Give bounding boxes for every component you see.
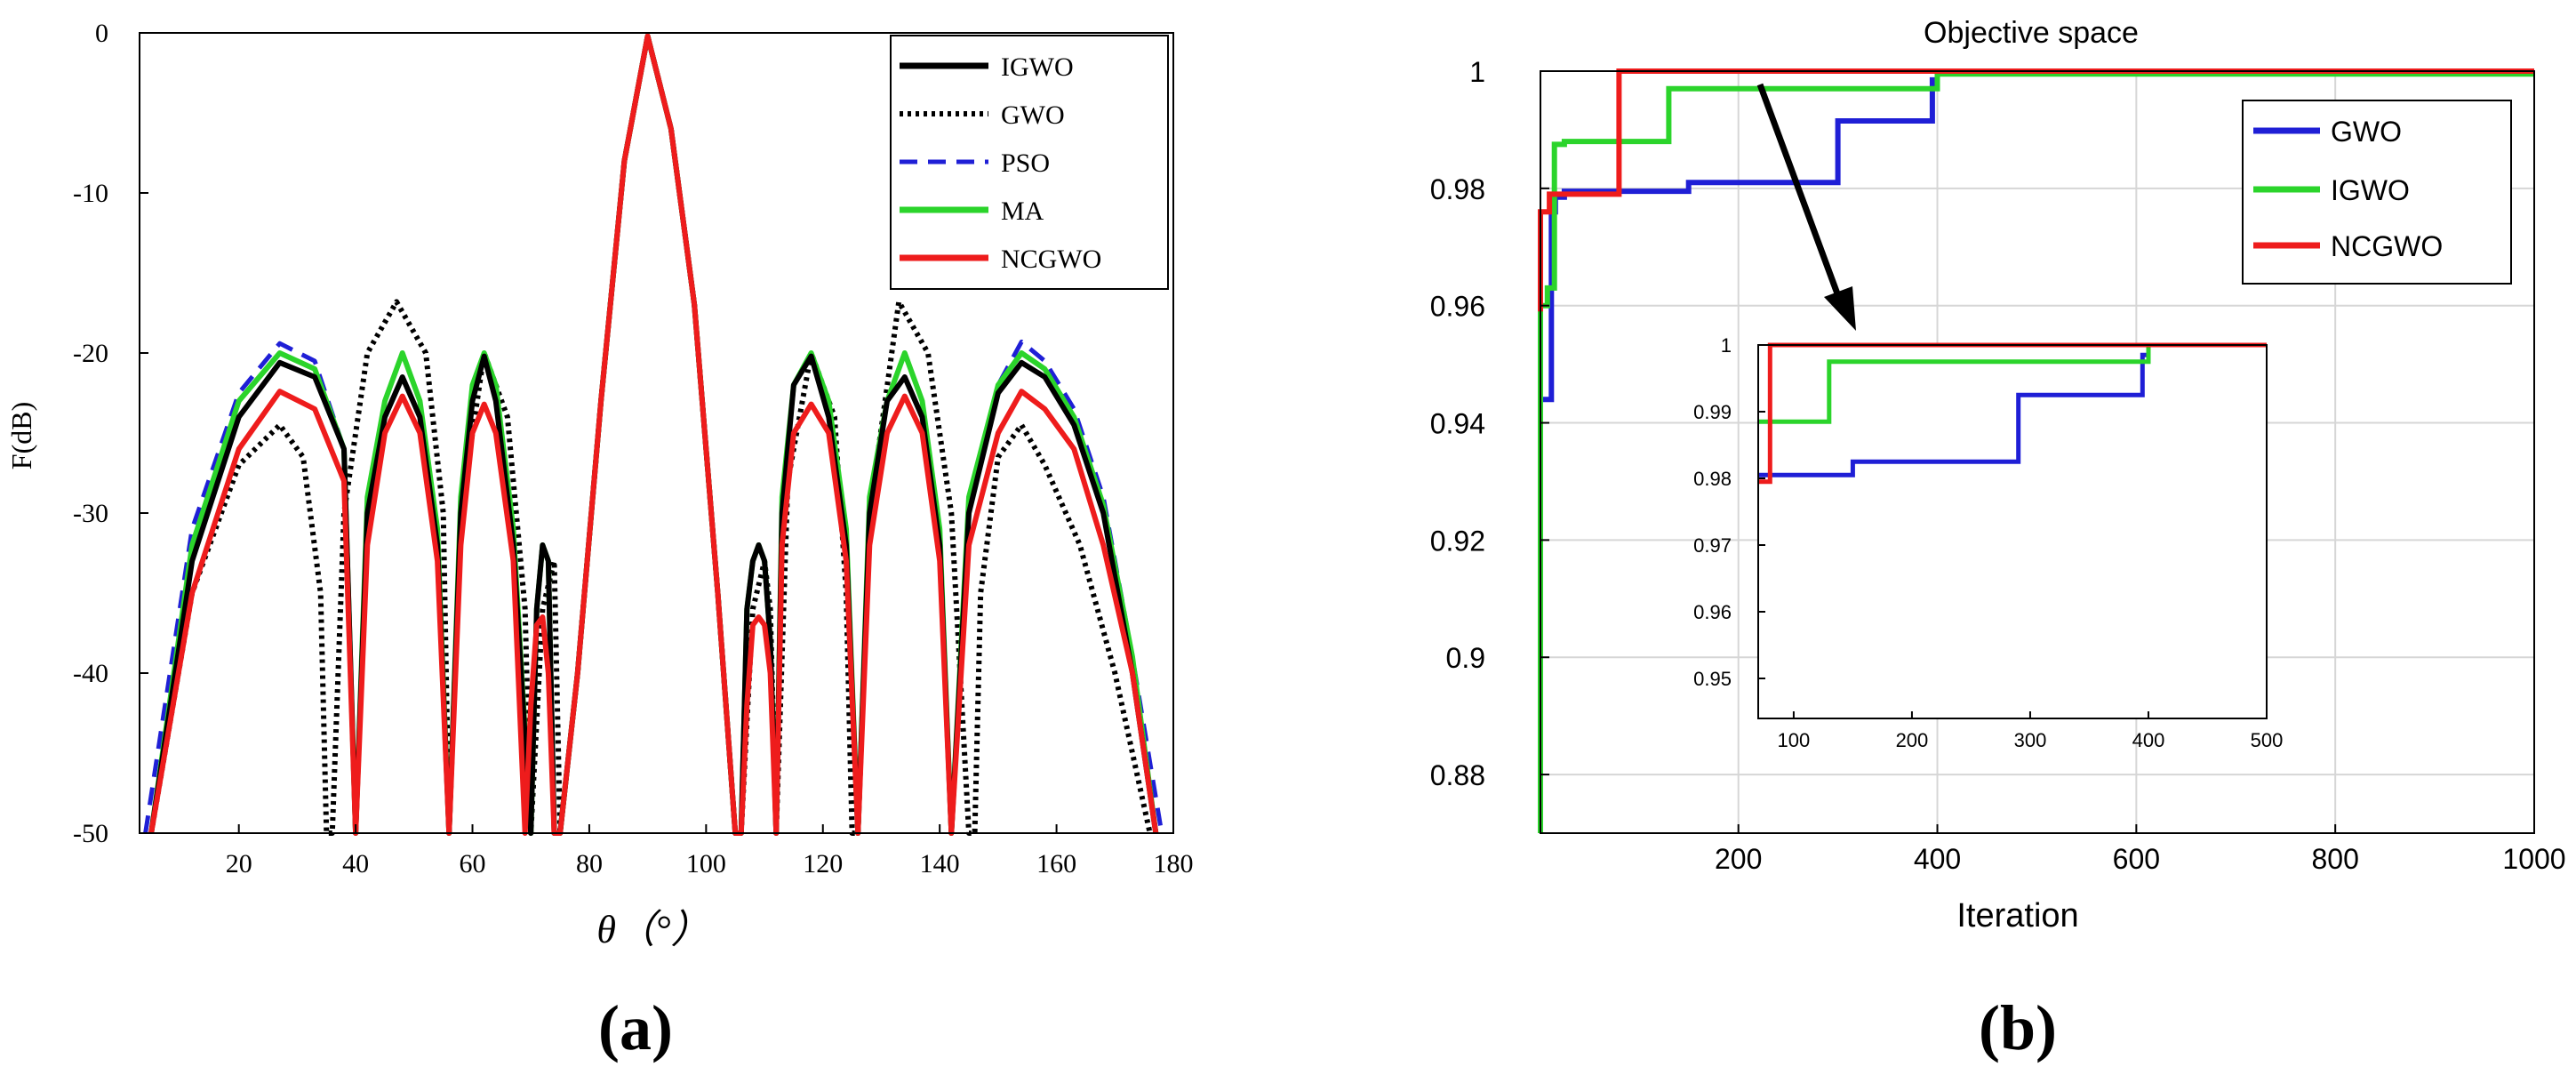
- chart-b-series-ncgwo: [1538, 68, 2534, 312]
- chart-a-xlabel: θ（°）: [596, 908, 709, 951]
- chart-b-inset-xtick-label: 200: [1896, 729, 1929, 751]
- chart-b-xlabel: Iteration: [1956, 897, 2078, 935]
- chart-b-inset-ytick-label: 0.95: [1693, 668, 1732, 690]
- chart-b-inset-xtick-label: 400: [2132, 729, 2165, 751]
- chart-a-xtick-label: 80: [576, 849, 603, 878]
- chart-b-series-gwo: [1538, 68, 2534, 534]
- chart-a-xtick-label: 20: [226, 849, 252, 878]
- chart-a-series-gwo: [148, 33, 1153, 836]
- chart-b-legend: GWO IGWO NCGWO: [2242, 100, 2512, 285]
- zoom-arrow-shaft: [1756, 83, 1842, 298]
- chart-a-xtick-label: 120: [803, 849, 843, 878]
- chart-a-xtick-label: 180: [1154, 849, 1194, 878]
- chart-a-panel-label: (a): [598, 992, 673, 1063]
- chart-b-inset-xtick-label: 500: [2251, 729, 2284, 751]
- chart-b-xtick-label: 600: [2113, 843, 2160, 875]
- chart-a-ytick-label: -30: [73, 499, 108, 528]
- chart-b-xtick-label: 1000: [2502, 843, 2565, 875]
- chart-b-inset: 100 200 300 400 500 1 0.99 0.98 0.97 0.96 0.95: [1693, 334, 2283, 751]
- chart-a-ytick-label: 0: [95, 19, 108, 48]
- chart-a-ytick-label: -50: [73, 819, 108, 848]
- chart-b-inset-xtick-label: 100: [1778, 729, 1811, 751]
- chart-a-plot-frame: [139, 32, 1174, 834]
- chart-b-inset-ytick-label: 0.99: [1693, 401, 1732, 423]
- chart-a: 20 40 60 80 100 120 140 160 1800-10-20-30-40-50 …: [5, 19, 1194, 1063]
- chart-a-legend-label-igwo: IGWO: [1001, 52, 1074, 82]
- chart-b-ytick-label: 0.96: [1430, 291, 1485, 323]
- chart-b-ytick-label: 1: [1469, 56, 1485, 88]
- chart-a-ylabel: F(dB): [5, 402, 37, 469]
- chart-b-inset-ytick-label: 0.96: [1693, 601, 1732, 623]
- chart-b-legend-label-igwo: IGWO: [2331, 174, 2410, 206]
- chart-a-xtick-label: 40: [342, 849, 369, 878]
- chart-a-legend-label-ma: MA: [1001, 197, 1044, 226]
- chart-a-xtick-label: 160: [1036, 849, 1076, 878]
- chart-b-legend-label-gwo: GWO: [2331, 116, 2402, 148]
- chart-b-ticks: 200 400 600 800 1000 1 0.98 0.96 0.94 0.92 0.9 0.88: [1430, 56, 2566, 875]
- chart-b-xtick-label: 200: [1715, 843, 1762, 875]
- chart-b-inset-xtick-label: 300: [2014, 729, 2047, 751]
- chart-b-inset-ytick-label: 0.98: [1693, 468, 1732, 490]
- chart-b-xtick-label: 800: [2311, 843, 2358, 875]
- chart-b-ytick-label: 0.9: [1446, 642, 1485, 674]
- chart-b-inset-ticks: 100 200 300 400 500 1 0.99 0.98 0.97 0.96 0.95: [1693, 334, 2283, 751]
- chart-a-xtick-label: 100: [686, 849, 726, 878]
- chart-b-plot-frame: [1540, 70, 2535, 834]
- chart-a-legend-label-ncgwo: NCGWO: [1001, 245, 1101, 274]
- zoom-arrow-head: [1824, 286, 1856, 331]
- chart-a-series-ncgwo: [148, 33, 1159, 836]
- chart-a-legend-label-gwo: GWO: [1001, 100, 1065, 130]
- chart-b-ytick-label: 0.88: [1430, 759, 1485, 791]
- zoom-arrow: [1756, 83, 1856, 331]
- chart-b: 200 400 600 800 1000 1 0.98 0.96 0.94 0.92 0.9 0.88…: [1430, 16, 2566, 1063]
- chart-a-legend: IGWO GWO PSO MA NCGWO: [890, 35, 1169, 290]
- chart-a-ticks: 20 40 60 80 100 120 140 160 180 0 -10 -20 -30 -40 -50: [73, 19, 1194, 878]
- chart-b-legend-label-ncgwo: NCGWO: [2331, 230, 2443, 262]
- chart-a-xtick-label: 140: [920, 849, 960, 878]
- chart-a-xtick-label: 60: [460, 849, 486, 878]
- chart-a-legend-label-pso: PSO: [1001, 148, 1050, 178]
- chart-b-inset-ytick-label: 1: [1721, 334, 1732, 357]
- chart-a-ytick-label: -10: [73, 179, 108, 208]
- chart-b-inset-ytick-label: 0.97: [1693, 534, 1732, 557]
- chart-b-ytick-label: 0.92: [1430, 525, 1485, 557]
- chart-b-inset-background: [1757, 344, 2268, 719]
- chart-a-ytick-label: -20: [73, 339, 108, 368]
- chart-a-ytick-label: -40: [73, 659, 108, 688]
- chart-a-series-group: [143, 33, 1164, 836]
- chart-b-title: Objective space: [1924, 16, 2139, 50]
- chart-b-ytick-label: 0.98: [1430, 173, 1485, 205]
- chart-b-panel-label: (b): [1979, 992, 2057, 1063]
- chart-b-ytick-label: 0.94: [1430, 408, 1485, 440]
- chart-b-inset-frame: [1757, 344, 2268, 719]
- chart-b-xtick-label: 400: [1914, 843, 1961, 875]
